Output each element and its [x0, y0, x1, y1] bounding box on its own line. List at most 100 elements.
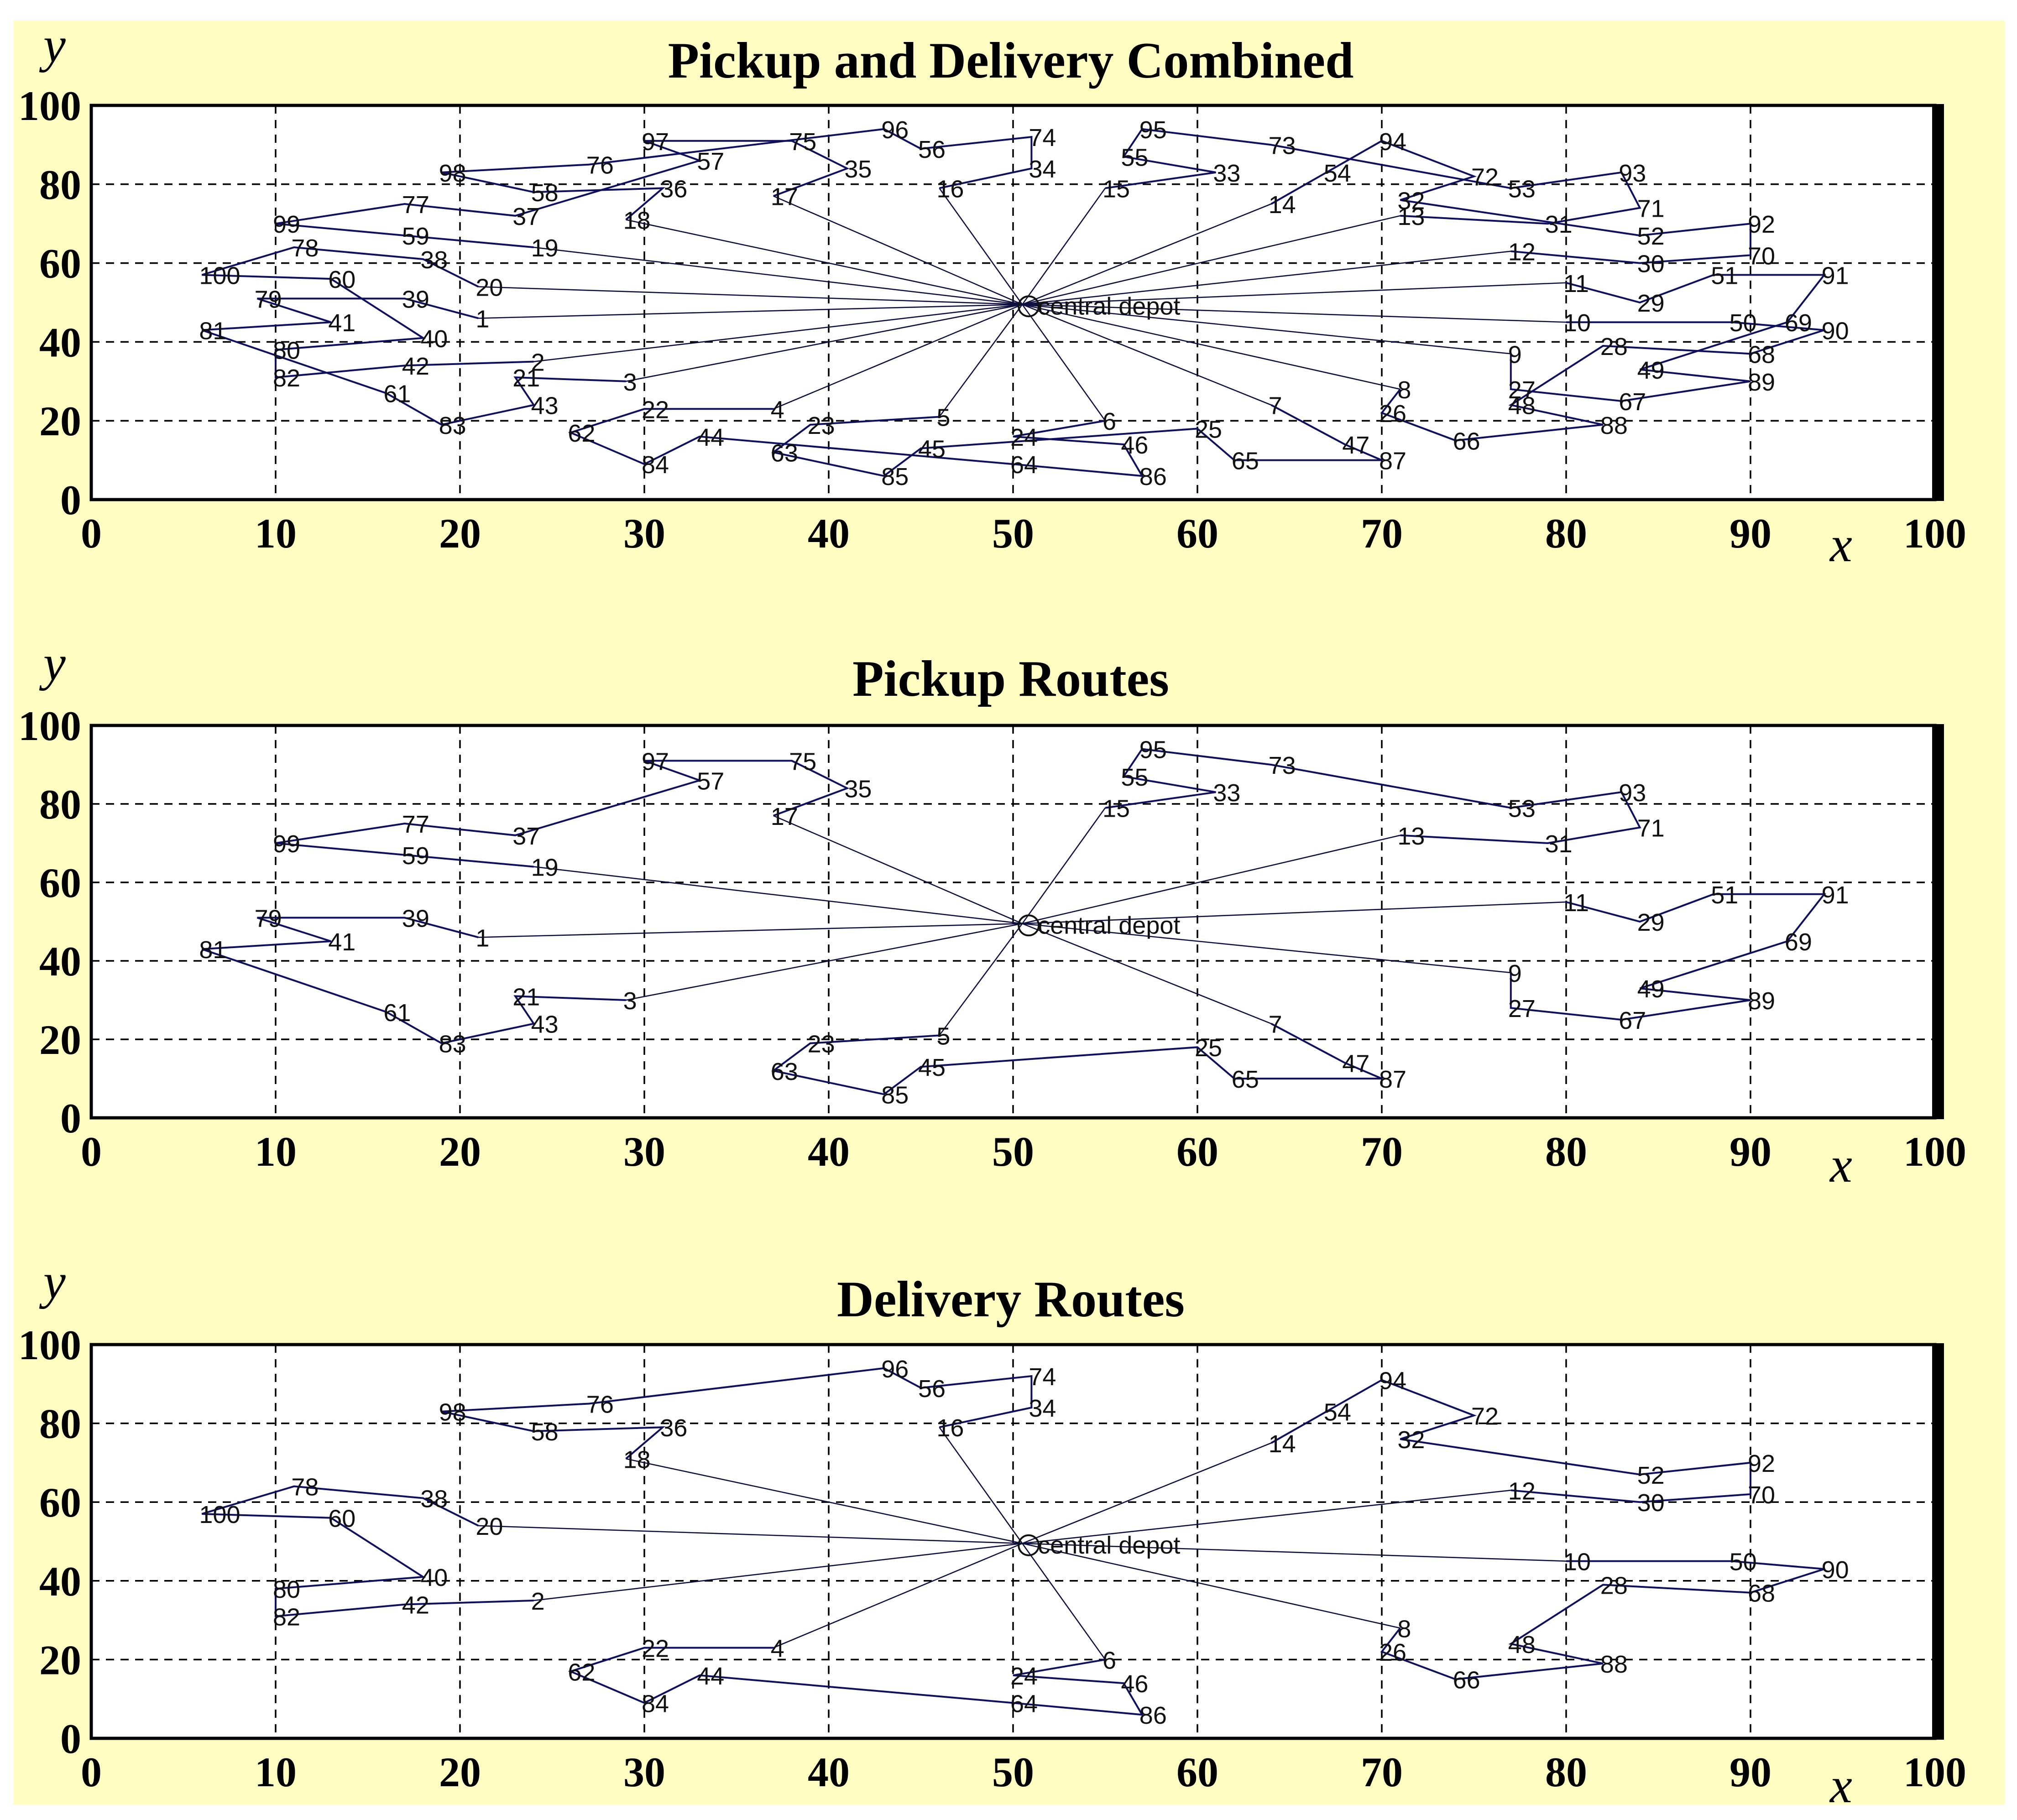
x-tick-label: 80 — [1545, 1128, 1587, 1175]
node-label: 85 — [881, 463, 909, 490]
depot-spoke — [1022, 304, 1511, 355]
node-label: 92 — [1748, 1450, 1775, 1477]
node-label: 82 — [273, 365, 300, 392]
node-label: 87 — [1379, 1066, 1406, 1093]
node-label: 35 — [844, 776, 872, 803]
node-label: 38 — [420, 246, 448, 274]
x-tick-label: 60 — [1176, 1128, 1218, 1175]
depot-spoke — [533, 866, 1023, 924]
y-tick-label: 60 — [39, 1479, 81, 1526]
y-axis-label: y — [39, 17, 66, 73]
node-label: 67 — [1619, 388, 1646, 416]
node-label: 66 — [1453, 428, 1480, 455]
node-label: 37 — [512, 203, 540, 230]
pickup-route-2 — [201, 917, 626, 1044]
node-label: 52 — [1637, 223, 1665, 250]
node-label: 80 — [273, 337, 300, 365]
node-label: 97 — [642, 128, 669, 156]
x-tick-label: 50 — [992, 510, 1034, 557]
node-label: 46 — [1121, 432, 1148, 459]
pickup-route-4 — [1105, 128, 1641, 225]
node-label: 12 — [1508, 239, 1536, 266]
depot-spoke — [939, 1427, 1023, 1544]
depot-spoke — [773, 815, 1023, 924]
delivery-route-3 — [568, 1647, 1144, 1716]
plot-area — [89, 724, 1944, 1120]
plot-title: Pickup Routes — [852, 651, 1169, 707]
node-label: 57 — [697, 767, 724, 795]
y-tick-label: 20 — [39, 398, 81, 444]
delivery-route-4 — [1270, 140, 1751, 264]
node-label: 28 — [1600, 1572, 1628, 1599]
node-label: 59 — [402, 223, 429, 250]
node-label: 60 — [328, 1505, 355, 1533]
node-label: 42 — [402, 1592, 429, 1619]
pickup-route-5 — [1510, 274, 1826, 402]
x-tick-label: 70 — [1361, 510, 1403, 557]
node-label: 39 — [402, 905, 429, 932]
delivery-route-2 — [201, 1485, 534, 1617]
node-label: 17 — [771, 183, 798, 211]
node-label: 29 — [1637, 909, 1665, 936]
depot-spoke — [1022, 923, 1511, 974]
node-label: 27 — [1508, 376, 1536, 404]
node-label: 62 — [568, 1658, 595, 1686]
node-label: 44 — [697, 1663, 724, 1690]
node-label: 73 — [1269, 752, 1296, 779]
node-label: 47 — [1342, 432, 1369, 459]
node-label: 23 — [808, 1031, 835, 1058]
depot-spoke — [478, 1525, 1023, 1544]
node-label: 20 — [476, 1513, 503, 1540]
delivery-route-4 — [1270, 1379, 1751, 1503]
depot-spoke — [1022, 304, 1567, 323]
x-axis-label: x — [1829, 1757, 1852, 1813]
node-label: 61 — [383, 999, 411, 1027]
node-label: 1 — [476, 306, 489, 333]
node-label: 36 — [660, 1414, 687, 1442]
node-label: 3 — [623, 987, 637, 1015]
node-label: 68 — [1748, 1580, 1775, 1607]
x-tick-label: 100 — [1903, 510, 1966, 557]
y-tick-label: 40 — [39, 938, 81, 985]
depot-spoke — [626, 1458, 1023, 1544]
x-tick-label: 90 — [1730, 1749, 1771, 1795]
node-label: 26 — [1379, 1639, 1406, 1666]
axes-right-border — [1932, 724, 1944, 1119]
depot-marker-icon — [1018, 295, 1040, 318]
delivery-route-5 — [1380, 321, 1825, 442]
depot-spoke — [939, 188, 1023, 305]
node-label: 55 — [1121, 144, 1148, 171]
node-label: 69 — [1785, 309, 1812, 337]
node-label: 73 — [1269, 132, 1296, 159]
y-axis-label: y — [39, 1253, 66, 1309]
delivery-route-5 — [1380, 1560, 1825, 1680]
depot-label: central depot — [1038, 292, 1180, 320]
plot-title: Pickup and Delivery Combined — [668, 32, 1354, 89]
node-label: 93 — [1619, 160, 1646, 187]
node-label: 49 — [1637, 975, 1665, 1003]
node-label: 76 — [586, 152, 614, 179]
node-label: 82 — [273, 1603, 300, 1631]
node-label: 56 — [918, 136, 946, 163]
node-label: 3 — [623, 369, 637, 396]
y-tick-label: 20 — [39, 1637, 81, 1683]
depot-spoke — [1022, 834, 1400, 924]
node-label: 85 — [881, 1081, 909, 1109]
x-tick-label: 30 — [623, 1128, 665, 1175]
node-label: 31 — [1545, 830, 1573, 858]
node-label: 77 — [402, 191, 429, 219]
node-label: 41 — [328, 309, 355, 337]
node-label: 90 — [1822, 1556, 1849, 1584]
node-label: 96 — [881, 1356, 909, 1383]
pickup-route-4 — [1105, 748, 1641, 845]
y-tick-label: 0 — [60, 1095, 81, 1142]
node-label: 46 — [1121, 1670, 1148, 1698]
node-label: 16 — [936, 1414, 964, 1442]
depot-spoke — [1022, 282, 1567, 305]
node-label: 10 — [1563, 1549, 1591, 1576]
node-label: 59 — [402, 842, 429, 870]
depot-spoke — [1022, 1490, 1511, 1544]
node-label: 62 — [568, 420, 595, 447]
node-label: 25 — [1195, 1034, 1222, 1062]
